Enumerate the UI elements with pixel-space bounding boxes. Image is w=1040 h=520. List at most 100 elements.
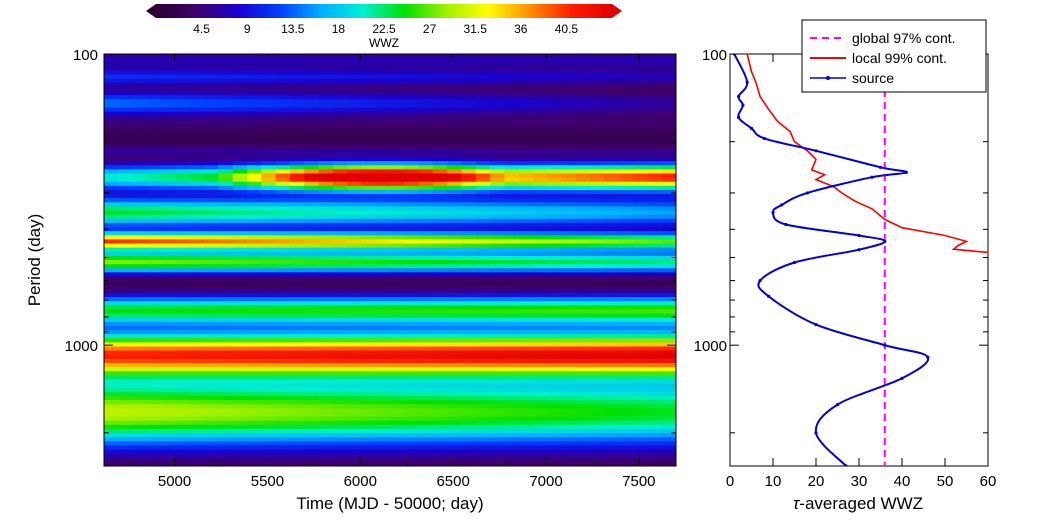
heatmap-cell: [504, 181, 520, 187]
heatmap-cell: [332, 247, 348, 253]
heatmap-cell: [575, 428, 591, 434]
heatmap-cell: [447, 58, 463, 63]
heatmap-cell: [647, 115, 663, 121]
heatmap-cell: [475, 194, 491, 199]
heatmap-cell: [275, 189, 291, 195]
heatmap-cell: [590, 346, 606, 352]
heatmap-cell: [118, 95, 134, 100]
heatmap-cell: [475, 169, 491, 175]
source-point: [745, 80, 749, 84]
heatmap-cell: [104, 276, 119, 282]
heatmap-cell: [461, 74, 477, 80]
heatmap-cell: [647, 317, 663, 323]
heatmap-cell: [247, 400, 262, 405]
heatmap-cell: [604, 387, 620, 393]
heatmap-cell: [261, 251, 277, 257]
heatmap-cell: [390, 284, 405, 290]
heatmap-cell: [104, 144, 119, 150]
heatmap-cell: [432, 264, 448, 269]
heatmap-cell: [118, 292, 134, 298]
heatmap-cell: [332, 457, 348, 463]
heatmap-cell: [247, 243, 262, 249]
heatmap-cell: [561, 383, 577, 389]
heatmap-cell: [518, 99, 534, 105]
heatmap-cell: [361, 82, 377, 88]
heatmap-cell: [161, 66, 177, 72]
heatmap-cell: [104, 309, 119, 315]
legend-box: [801, 19, 987, 93]
heatmap-cell: [161, 404, 177, 409]
heatmap-cell: [247, 54, 262, 59]
heatmap-cell: [461, 457, 477, 463]
heatmap-cell: [318, 206, 334, 212]
heatmap-cell: [175, 70, 191, 76]
heatmap-cell: [647, 54, 663, 59]
heatmap-cell: [447, 136, 463, 142]
heatmap-cell: [618, 115, 634, 121]
heatmap-cell: [289, 416, 305, 422]
heatmap-cell: [189, 325, 205, 331]
heatmap-cell: [361, 185, 377, 191]
heatmap-cell: [289, 119, 305, 125]
heatmap-cell: [218, 247, 234, 253]
heatmap-cell: [175, 243, 191, 249]
heatmap-cell: [347, 449, 362, 455]
heatmap-cell: [218, 342, 234, 348]
heatmap-cell: [390, 62, 405, 67]
heatmap-cell: [275, 247, 291, 253]
heatmap-cell: [104, 206, 119, 212]
heatmap-cell: [175, 433, 191, 438]
heatmap-cell: [561, 412, 577, 418]
heatmap-cell: [161, 371, 177, 376]
heatmap-cell: [104, 202, 119, 208]
heatmap-cell: [490, 58, 505, 63]
heatmap-cell: [518, 70, 534, 76]
heatmap-cell: [247, 321, 262, 327]
heatmap-cell: [533, 161, 548, 166]
heatmap-cell: [575, 222, 591, 228]
heatmap-cell: [447, 354, 463, 360]
heatmap-cell: [104, 103, 119, 109]
heatmap-cell: [204, 198, 219, 203]
heatmap-cell: [461, 202, 477, 208]
heatmap-cell: [332, 272, 348, 278]
heatmap-cell: [161, 91, 177, 96]
heatmap-cell: [332, 445, 348, 451]
heatmap-cell: [633, 284, 648, 290]
heatmap-cell: [475, 86, 491, 92]
heatmap-cell: [218, 185, 234, 191]
heatmap-cell: [304, 99, 320, 105]
heatmap-cell: [604, 78, 620, 84]
heatmap-cell: [332, 181, 348, 187]
heatmap-cell: [218, 86, 234, 92]
heatmap-cell: [304, 391, 320, 397]
heatmap-cell: [461, 91, 477, 96]
heatmap-cell: [275, 210, 291, 216]
heatmap-cell: [361, 292, 377, 298]
heatmap-cell: [590, 338, 606, 343]
heatmap-cell: [647, 132, 663, 137]
heatmap-cell: [175, 367, 191, 372]
heatmap-cell: [289, 428, 305, 434]
heatmap-cell: [461, 408, 477, 414]
heatmap-cell: [132, 280, 148, 286]
heatmap-cell: [161, 313, 177, 319]
heatmap-cell: [347, 317, 362, 323]
heatmap-cell: [418, 371, 434, 376]
heatmap-cell: [575, 268, 591, 273]
heatmap-cell: [661, 375, 676, 381]
heatmap-cell: [447, 82, 463, 88]
heatmap-cell: [647, 222, 663, 228]
heatmap-cell: [247, 416, 262, 422]
heatmap-cell: [118, 194, 134, 199]
heatmap-cell: [518, 395, 534, 401]
heatmap-cell: [318, 297, 334, 302]
heatmap-cell: [575, 148, 591, 154]
heatmap-cell: [132, 119, 148, 125]
heatmap-cell: [533, 334, 548, 339]
heatmap-cell: [618, 416, 634, 422]
heatmap-cell: [118, 334, 134, 339]
heatmap-cell: [590, 358, 606, 364]
